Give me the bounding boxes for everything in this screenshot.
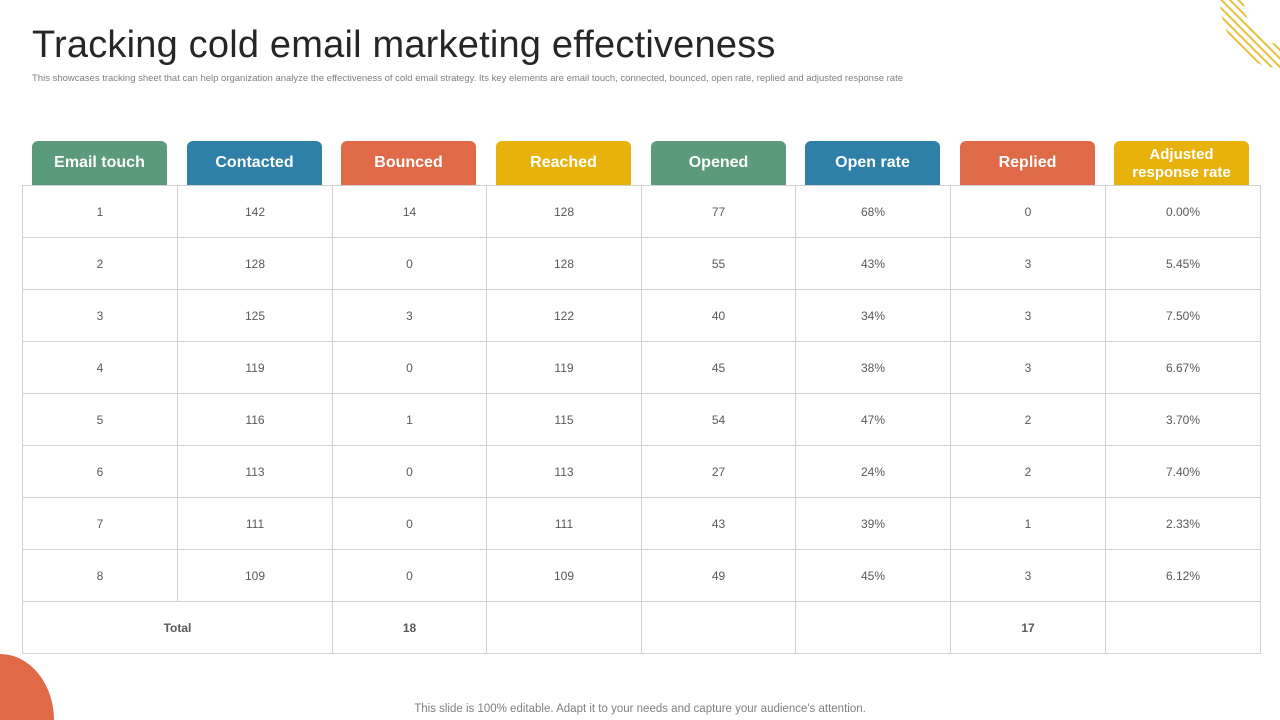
total-open-rate-empty (795, 601, 951, 654)
cell-bounced: 3 (332, 289, 487, 342)
cell-adjusted-response-rate: 2.33% (1105, 497, 1261, 550)
header-email-touch: Email touch (32, 141, 167, 186)
total-bounced: 18 (332, 601, 487, 654)
header-reached: Reached (496, 141, 631, 186)
page-title: Tracking cold email marketing effectiven… (32, 24, 776, 66)
cell-adjusted-response-rate: 6.12% (1105, 549, 1261, 602)
cell-adjusted-response-rate: 7.50% (1105, 289, 1261, 342)
table-row: 7 111 0 111 43 39% 1 2.33% (22, 497, 1261, 550)
cell-reached: 113 (486, 445, 642, 498)
cell-bounced: 0 (332, 497, 487, 550)
cell-open-rate: 47% (795, 393, 951, 446)
cell-opened: 49 (641, 549, 796, 602)
cell-adjusted-response-rate: 3.70% (1105, 393, 1261, 446)
table-header-row: Email touch Contacted Bounced Reached Op… (0, 141, 1280, 186)
decorative-quarter-circle (0, 654, 54, 720)
cell-bounced: 0 (332, 341, 487, 394)
cell-email-touch: 8 (22, 549, 178, 602)
cell-contacted: 111 (177, 497, 333, 550)
cell-reached: 128 (486, 185, 642, 238)
cell-contacted: 113 (177, 445, 333, 498)
cell-opened: 43 (641, 497, 796, 550)
cell-open-rate: 38% (795, 341, 951, 394)
cell-contacted: 116 (177, 393, 333, 446)
cell-bounced: 14 (332, 185, 487, 238)
table-body: 1 142 14 128 77 68% 0 0.00% 2 128 0 128 … (22, 185, 1261, 654)
cell-email-touch: 3 (22, 289, 178, 342)
cell-contacted: 128 (177, 237, 333, 290)
table-row: 6 113 0 113 27 24% 2 7.40% (22, 445, 1261, 498)
cell-open-rate: 34% (795, 289, 951, 342)
header-open-rate: Open rate (805, 141, 940, 186)
table-row: 8 109 0 109 49 45% 3 6.12% (22, 549, 1261, 602)
cell-replied: 3 (950, 237, 1106, 290)
cell-contacted: 109 (177, 549, 333, 602)
total-replied: 17 (950, 601, 1106, 654)
total-label: Total (22, 601, 333, 654)
header-bounced: Bounced (341, 141, 476, 186)
cell-open-rate: 39% (795, 497, 951, 550)
cell-contacted: 142 (177, 185, 333, 238)
cell-contacted: 125 (177, 289, 333, 342)
header-replied: Replied (960, 141, 1095, 186)
cell-email-touch: 1 (22, 185, 178, 238)
table-row: 4 119 0 119 45 38% 3 6.67% (22, 341, 1261, 394)
cell-open-rate: 24% (795, 445, 951, 498)
header-contacted: Contacted (187, 141, 322, 186)
cell-opened: 27 (641, 445, 796, 498)
tracking-table: 1 142 14 128 77 68% 0 0.00% 2 128 0 128 … (22, 185, 1261, 654)
cell-reached: 119 (486, 341, 642, 394)
cell-bounced: 0 (332, 549, 487, 602)
decorative-striped-arc (1220, 0, 1280, 68)
cell-reached: 111 (486, 497, 642, 550)
cell-opened: 55 (641, 237, 796, 290)
cell-adjusted-response-rate: 6.67% (1105, 341, 1261, 394)
cell-replied: 1 (950, 497, 1106, 550)
total-opened-empty (641, 601, 796, 654)
cell-reached: 128 (486, 237, 642, 290)
cell-replied: 3 (950, 341, 1106, 394)
cell-reached: 109 (486, 549, 642, 602)
cell-adjusted-response-rate: 0.00% (1105, 185, 1261, 238)
cell-email-touch: 7 (22, 497, 178, 550)
cell-open-rate: 68% (795, 185, 951, 238)
cell-bounced: 0 (332, 237, 487, 290)
cell-replied: 0 (950, 185, 1106, 238)
cell-email-touch: 6 (22, 445, 178, 498)
total-reached-empty (486, 601, 642, 654)
cell-open-rate: 45% (795, 549, 951, 602)
cell-open-rate: 43% (795, 237, 951, 290)
cell-replied: 3 (950, 549, 1106, 602)
cell-opened: 40 (641, 289, 796, 342)
header-adjusted-response-rate: Adjusted response rate (1114, 141, 1249, 186)
header-opened: Opened (651, 141, 786, 186)
table-row: 1 142 14 128 77 68% 0 0.00% (22, 185, 1261, 238)
cell-adjusted-response-rate: 7.40% (1105, 445, 1261, 498)
cell-contacted: 119 (177, 341, 333, 394)
cell-reached: 122 (486, 289, 642, 342)
table-row: 5 116 1 115 54 47% 2 3.70% (22, 393, 1261, 446)
table-row: 3 125 3 122 40 34% 3 7.50% (22, 289, 1261, 342)
table-total-row: Total 18 17 (22, 601, 1261, 654)
cell-adjusted-response-rate: 5.45% (1105, 237, 1261, 290)
cell-opened: 54 (641, 393, 796, 446)
cell-bounced: 0 (332, 445, 487, 498)
cell-opened: 77 (641, 185, 796, 238)
page-subtitle: This showcases tracking sheet that can h… (32, 73, 903, 84)
footer-note: This slide is 100% editable. Adapt it to… (414, 703, 866, 715)
cell-bounced: 1 (332, 393, 487, 446)
table-row: 2 128 0 128 55 43% 3 5.45% (22, 237, 1261, 290)
cell-replied: 2 (950, 393, 1106, 446)
cell-email-touch: 4 (22, 341, 178, 394)
cell-email-touch: 2 (22, 237, 178, 290)
cell-replied: 3 (950, 289, 1106, 342)
cell-email-touch: 5 (22, 393, 178, 446)
cell-reached: 115 (486, 393, 642, 446)
cell-opened: 45 (641, 341, 796, 394)
cell-replied: 2 (950, 445, 1106, 498)
total-adjusted-empty (1105, 601, 1261, 654)
